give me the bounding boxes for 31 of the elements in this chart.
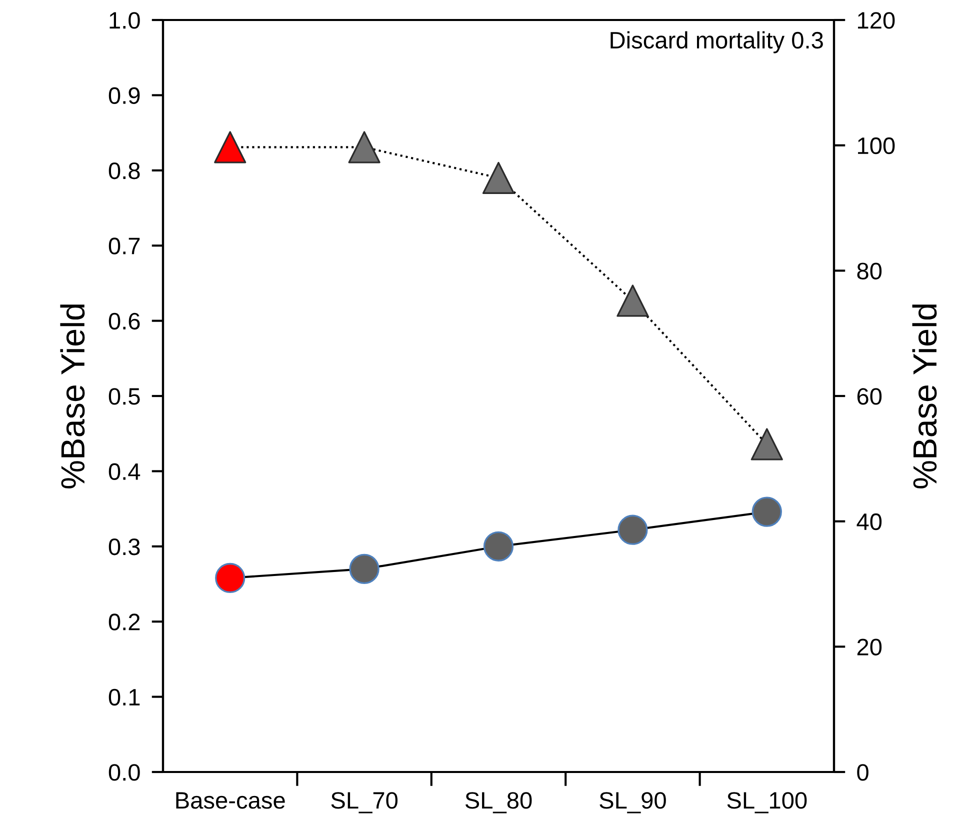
- y-tick-label: 0.3: [108, 538, 140, 556]
- x-tick-label: Base-case: [176, 792, 285, 809]
- y2-tick-label: 60: [857, 388, 882, 405]
- point: [214, 131, 246, 164]
- y-tick-label: 0.2: [108, 614, 140, 630]
- x-tick-label: SL_90: [600, 792, 666, 814]
- y-tick-label: 0.0: [108, 764, 140, 781]
- x-tick-label: SL_70: [331, 792, 398, 814]
- y-axis-title: %Base Yield: [60, 304, 85, 488]
- y-tick-label: 0.4: [108, 463, 140, 480]
- point: [750, 428, 783, 460]
- y-tick-label: 0.6: [108, 312, 140, 330]
- annotation: Discard mortality 0.3: [610, 31, 823, 54]
- y2-tick-label: 20: [857, 638, 882, 656]
- y-tick-label: 0.5: [108, 388, 140, 405]
- point: [482, 162, 515, 194]
- y2-tick-label: 100: [858, 137, 895, 154]
- point: [348, 131, 380, 164]
- y-tick-label: 1.0: [110, 12, 140, 29]
- y2-tick-label: 80: [857, 262, 882, 280]
- y2-tick-label: 0: [857, 764, 868, 781]
- y-tick-label: 0.7: [108, 238, 140, 254]
- y-tick-label: 0.8: [108, 162, 140, 180]
- x-tick-label: SL_80: [465, 792, 532, 814]
- y2-tick-label: 40: [856, 513, 882, 530]
- y-tick-label: 0.1: [108, 688, 140, 706]
- x-tick-label: SL_100: [727, 792, 807, 814]
- point: [616, 284, 649, 317]
- y2-tick-label: 120: [858, 12, 895, 29]
- y2-axis-title: %Base Yield: [912, 304, 937, 488]
- y-tick-label: 0.9: [108, 87, 140, 104]
